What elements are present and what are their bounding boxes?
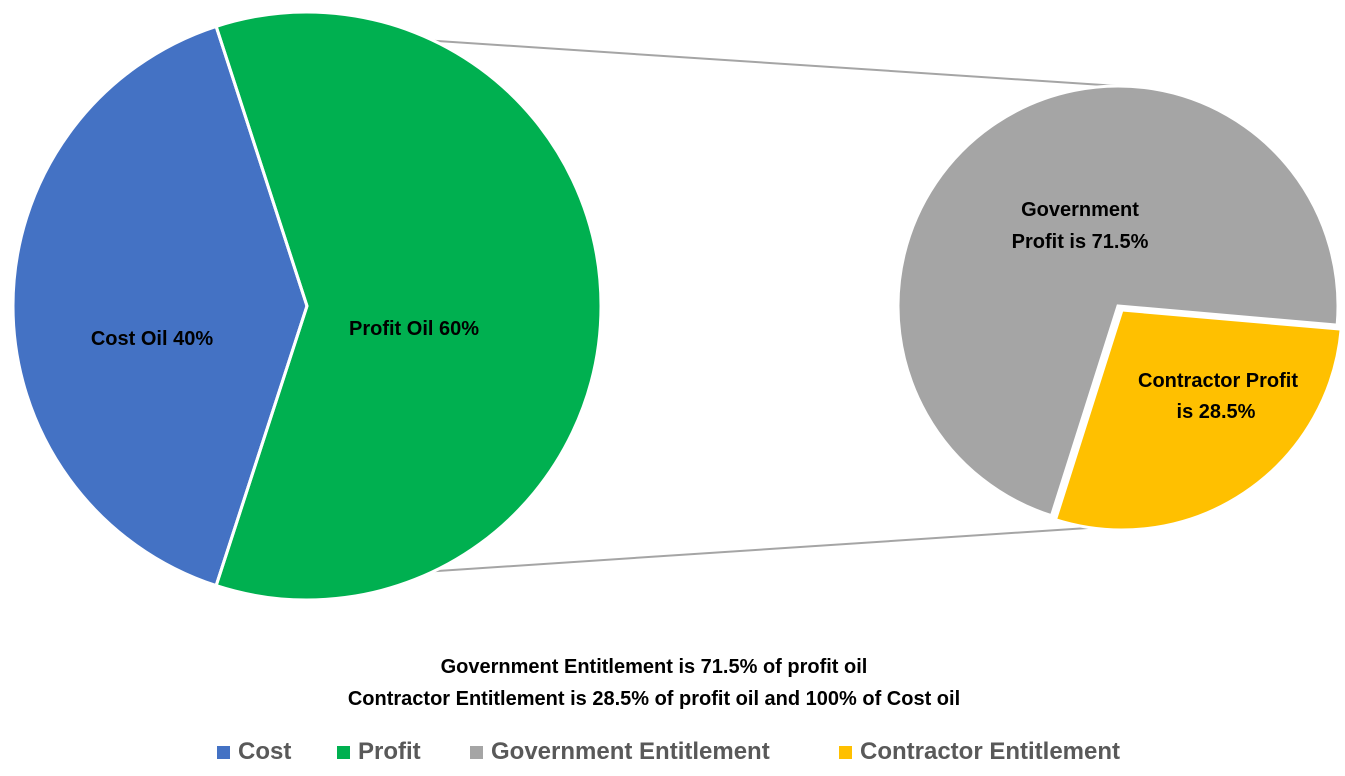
legend-label-profit: Profit [358, 738, 421, 765]
legend-label-contractor-entitlement: Contractor Entitlement [860, 738, 1121, 765]
secondary-pie-slice-government-entitlement [896, 84, 1340, 518]
main-pie-slice-cost [11, 24, 309, 588]
secondary-pie [896, 84, 1343, 532]
label-cost-oil: Cost Oil 40% [91, 328, 213, 350]
label-government-profit-line-1: Government [1021, 199, 1139, 221]
main-pie-slice-profit [214, 10, 603, 602]
main-pie-slice-divider [214, 25, 309, 587]
legend-item-government-entitlement: Government Entitlement [470, 736, 770, 768]
legend-swatch-government-entitlement [470, 745, 483, 759]
secondary-pie-slice-contractor-entitlement [1053, 308, 1343, 532]
label-contractor-profit-line-1: Contractor Profit [1138, 370, 1298, 392]
note-contractor-entitlement: Contractor Entitlement is 28.5% of profi… [347, 688, 961, 710]
legend-swatch-cost [217, 745, 230, 759]
legend: Cost Profit Government Entitlement Contr… [0, 736, 1345, 768]
legend-swatch-profit [337, 745, 350, 759]
label-profit-oil: Profit Oil 60% [349, 318, 479, 340]
main-pie [11, 10, 603, 602]
legend-item-contractor-entitlement: Contractor Entitlement [839, 736, 1120, 768]
legend-item-cost: Cost [217, 736, 291, 768]
legend-label-cost: Cost [238, 738, 292, 765]
legend-label-government-entitlement: Government Entitlement [491, 738, 770, 765]
legend-swatch-contractor-entitlement [839, 745, 852, 759]
slice-labels: Cost Oil 40% Profit Oil 60% Government Prof… [91, 199, 1298, 423]
note-government-entitlement: Government Entitlement is 71.5% of profi… [440, 656, 868, 678]
legend-item-profit: Profit [337, 736, 421, 768]
label-contractor-profit-line-2: is 28.5% [1177, 401, 1256, 423]
label-government-profit-line-2: Profit is 71.5% [1012, 231, 1149, 253]
